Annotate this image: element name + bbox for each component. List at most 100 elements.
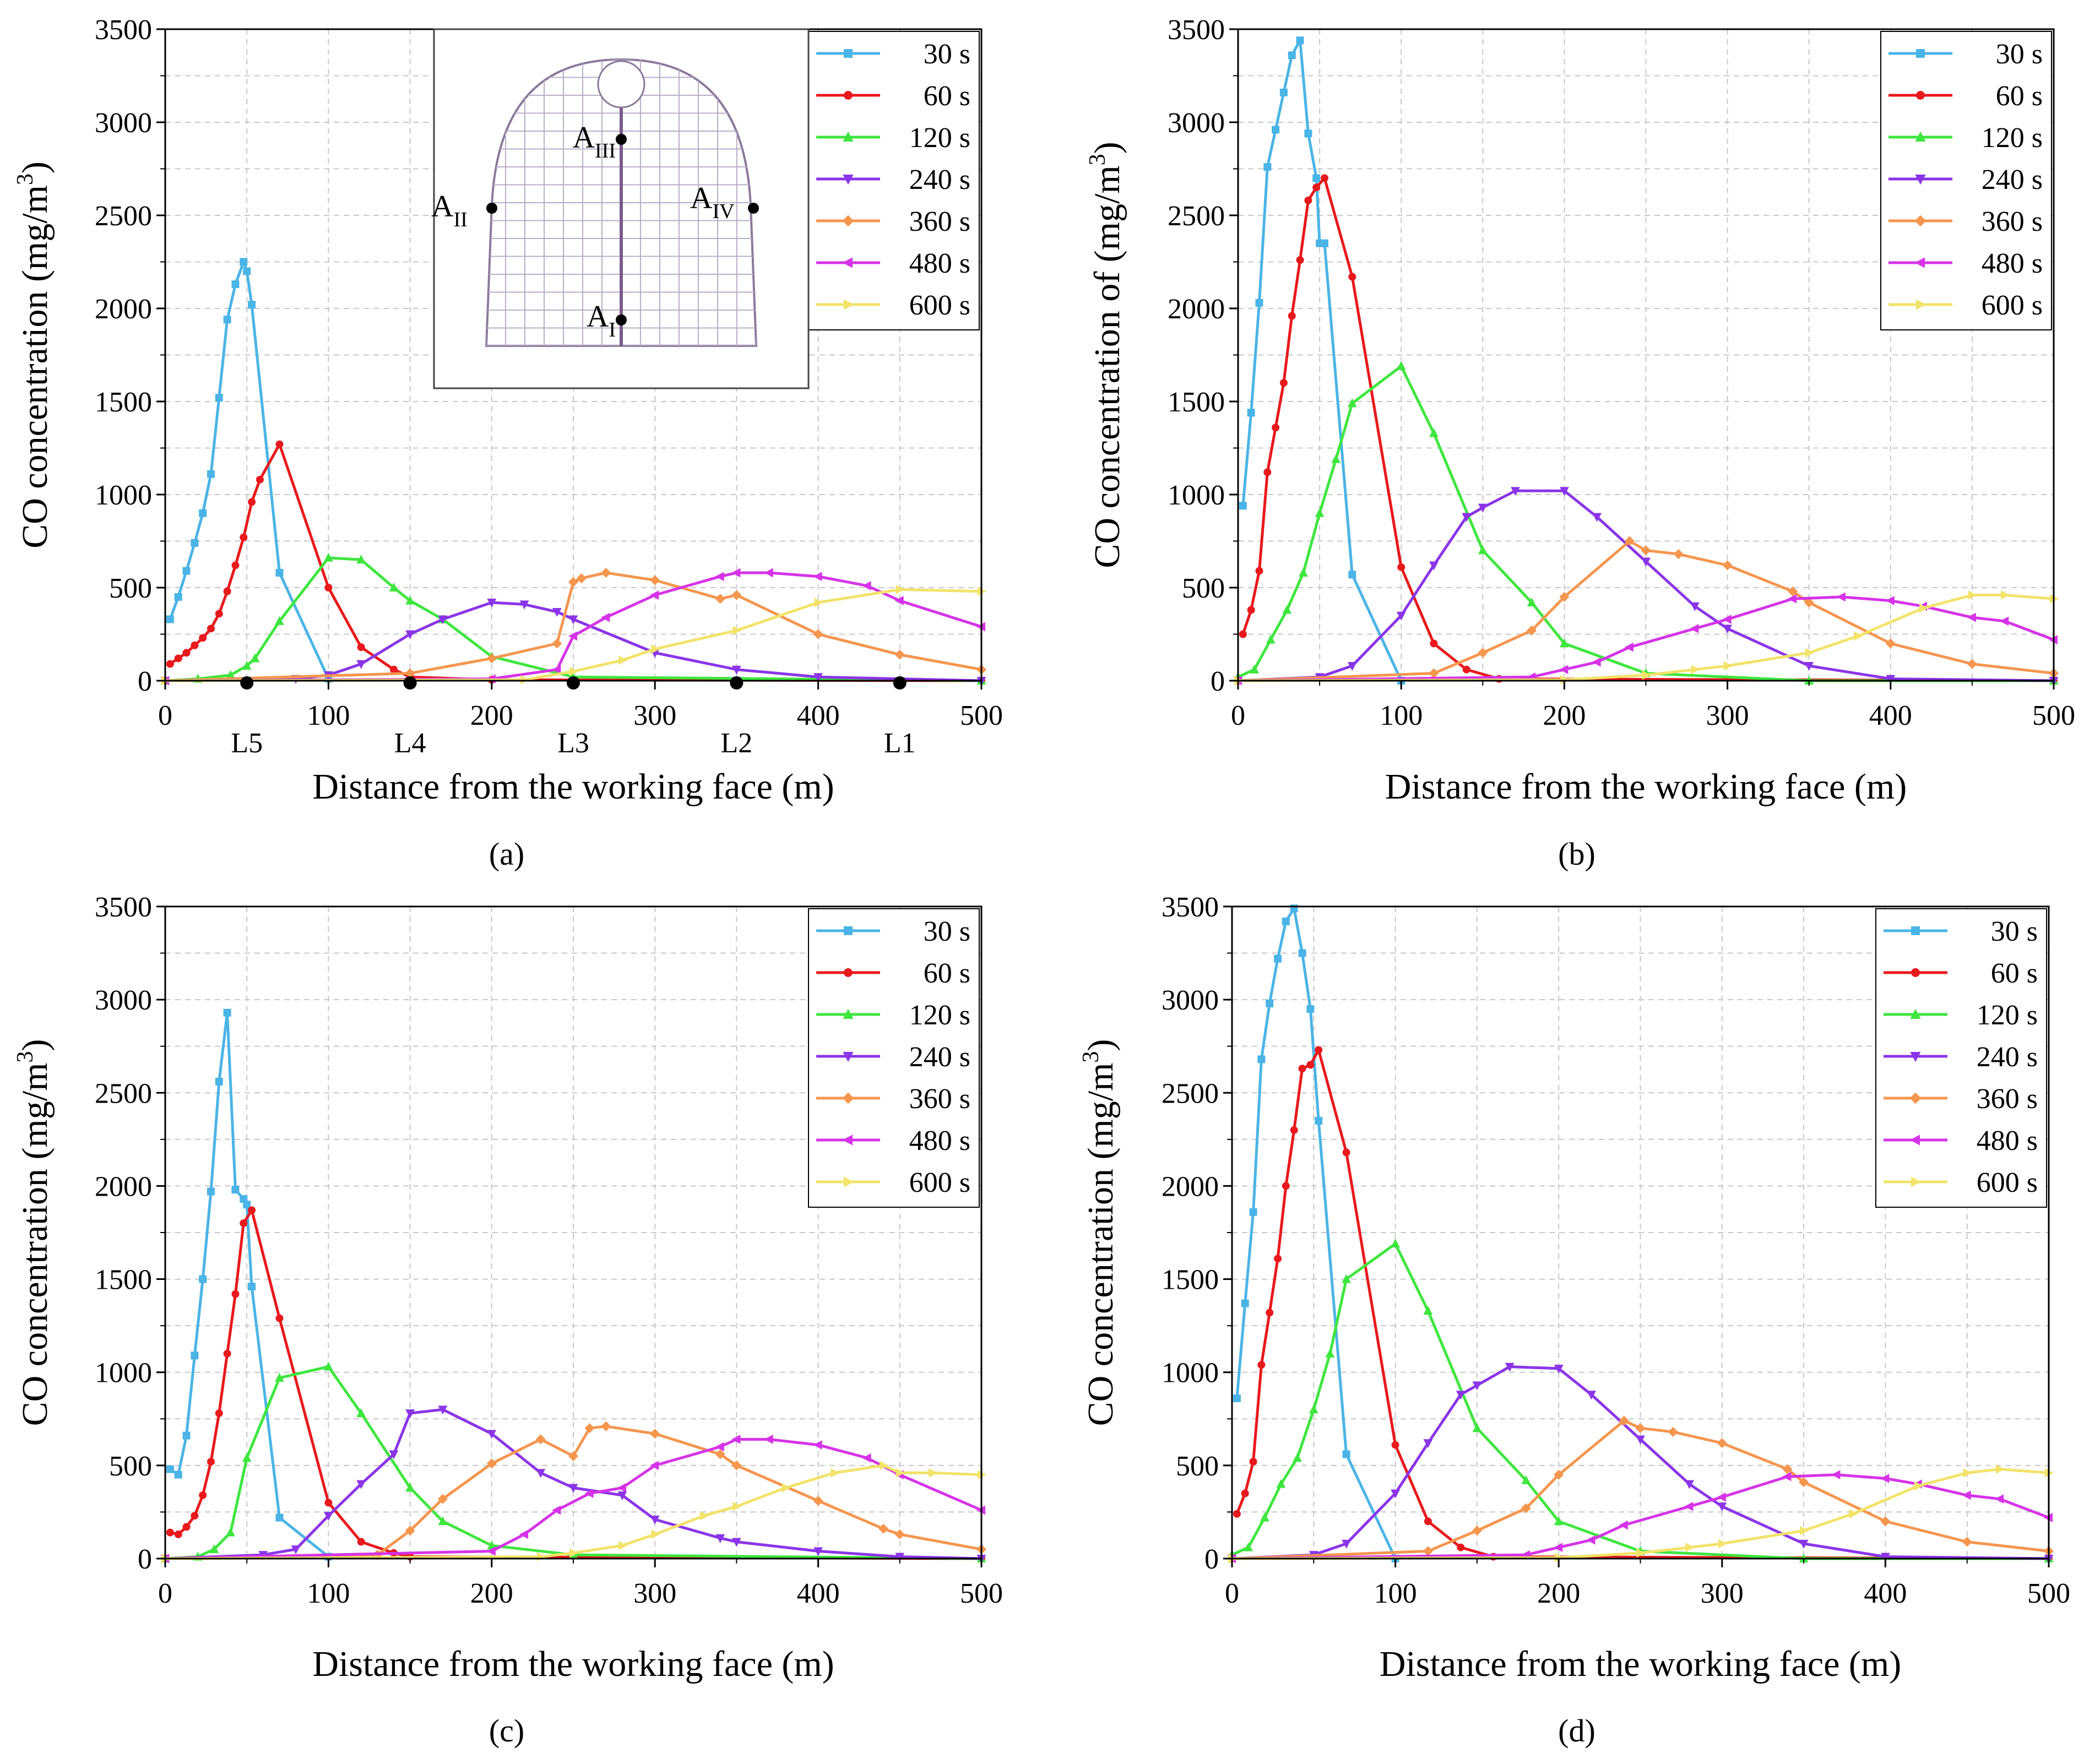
data-point: [1288, 312, 1296, 320]
data-point: [1241, 1299, 1249, 1307]
data-point: [174, 1530, 182, 1539]
legend-marker: [1910, 1052, 1921, 1062]
data-point: [191, 1512, 199, 1520]
legend-label: 60 s: [1991, 958, 2038, 989]
data-point: [552, 607, 562, 617]
y-tick-label: 2000: [95, 1171, 152, 1202]
series-360s: [160, 567, 987, 686]
data-point: [894, 596, 904, 606]
data-point: [1424, 1517, 1432, 1526]
data-point: [601, 612, 610, 622]
x-tick-label: 500: [960, 1578, 1003, 1609]
data-point: [1691, 665, 1700, 675]
data-point: [1282, 605, 1292, 614]
legend-marker: [1916, 49, 1925, 58]
data-point: [1586, 1535, 1595, 1545]
data-point: [617, 1483, 626, 1492]
y-tick-label: 500: [109, 1451, 152, 1482]
legend: 30 s 60 s 120 s 240 s 360 s 480 s 600 s: [1880, 31, 2052, 330]
data-point: [1298, 1065, 1306, 1073]
data-point: [1396, 361, 1406, 370]
legend-label: 480 s: [1977, 1125, 2038, 1157]
data-point: [1472, 1423, 1482, 1432]
series-group: [160, 1008, 987, 1564]
data-point: [1309, 1404, 1318, 1414]
data-point: [1391, 1239, 1400, 1248]
legend-label: 120 s: [1982, 122, 2043, 154]
data-point: [813, 1440, 822, 1450]
legend-marker: [842, 257, 853, 268]
legend-label: 240 s: [909, 1041, 970, 1073]
data-point: [1804, 597, 1814, 608]
legend-label: 360 s: [909, 1083, 970, 1115]
data-point: [1342, 1274, 1352, 1283]
x-axis-label: Distance from the working face (m): [1385, 767, 1907, 807]
legend-item: 480 s: [816, 1125, 970, 1157]
data-point: [576, 573, 587, 584]
data-point: [1854, 631, 1863, 641]
data-point: [1347, 661, 1357, 671]
data-point: [1272, 424, 1280, 432]
data-point: [207, 470, 215, 478]
data-point: [1296, 36, 1304, 45]
x-tick-label: 500: [960, 700, 1003, 731]
data-point: [174, 654, 182, 663]
legend-label: 600 s: [909, 290, 970, 321]
series-60s: [166, 440, 985, 685]
data-point: [1272, 126, 1280, 134]
data-point: [1348, 571, 1356, 579]
data-point: [519, 600, 529, 610]
y-tick-label: 3000: [1168, 107, 1225, 139]
data-point: [1718, 1539, 1727, 1549]
legend-marker: [844, 91, 853, 100]
inset-point-label: AI: [587, 300, 616, 341]
data-point: [1263, 163, 1272, 171]
data-point: [231, 1186, 240, 1194]
data-point: [814, 598, 823, 607]
data-point: [1429, 668, 1439, 679]
data-point: [166, 1465, 174, 1473]
legend-marker: [844, 49, 853, 58]
y-tick-label: 1500: [1162, 1264, 1219, 1296]
data-point: [732, 1501, 742, 1511]
data-point: [1456, 1391, 1466, 1400]
data-point: [1967, 612, 1976, 622]
data-point: [248, 1283, 256, 1291]
data-point: [207, 1187, 215, 1196]
data-point: [405, 595, 415, 605]
panel-label-b: (b): [1558, 836, 1595, 872]
data-point: [248, 1206, 256, 1214]
x-tick-label: 300: [1701, 1578, 1744, 1609]
y-tick-label: 2000: [1168, 294, 1225, 325]
legend-item: 60 s: [816, 958, 970, 989]
data-point: [1233, 1510, 1241, 1518]
legend-marker: [1909, 1135, 1920, 1146]
data-point: [782, 1483, 791, 1492]
data-point: [166, 660, 174, 668]
data-point: [1263, 468, 1272, 476]
data-point: [209, 1544, 219, 1554]
data-point: [182, 1523, 191, 1531]
data-point: [1668, 1426, 1678, 1437]
data-point: [405, 1483, 415, 1492]
data-point: [166, 1528, 174, 1537]
legend-item: 240 s: [816, 164, 970, 196]
data-point: [1787, 586, 1798, 596]
x-tick-label: 100: [307, 1578, 350, 1609]
inset-point-label: AIII: [573, 121, 616, 162]
x-tick-label: 100: [307, 700, 350, 731]
inset-point-label: AII: [431, 189, 468, 231]
data-point: [569, 1548, 579, 1558]
data-point: [1880, 1516, 1891, 1527]
series-600s: [161, 584, 987, 686]
data-point: [199, 1275, 207, 1283]
data-point: [174, 593, 182, 601]
data-point: [215, 1077, 223, 1085]
data-point: [1511, 487, 1520, 496]
data-point: [1247, 409, 1255, 417]
y-tick-label: 0: [1204, 1544, 1219, 1575]
data-point: [1636, 1548, 1646, 1558]
x-axis-label: Distance from the working face (m): [312, 767, 834, 807]
legend-item: 120 s: [816, 122, 970, 154]
data-point: [1255, 567, 1263, 575]
